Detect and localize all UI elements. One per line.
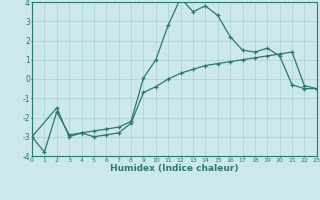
X-axis label: Humidex (Indice chaleur): Humidex (Indice chaleur) xyxy=(110,164,239,173)
